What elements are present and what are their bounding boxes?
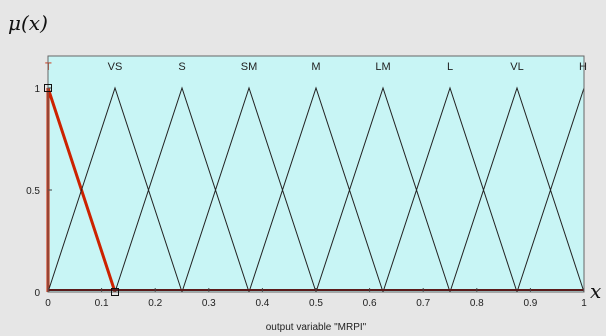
x-tick-label: 0.1 xyxy=(95,298,109,309)
x-tick-label: 0.2 xyxy=(148,298,162,309)
x-tick-label: 0.7 xyxy=(416,298,430,309)
mf-label-vl: VL xyxy=(510,61,523,73)
x-axis-ticks: 0 0.1 0.2 0.3 0.4 0.5 0.6 0.7 0.8 0.9 1 xyxy=(45,288,587,309)
y-tick-label: 0 xyxy=(34,288,40,299)
plot-frame xyxy=(47,55,585,293)
mf-label-m: M xyxy=(311,61,320,73)
selection-markers xyxy=(44,84,119,296)
mf-handle-marker[interactable] xyxy=(44,84,52,92)
mf-label-sm: SM xyxy=(241,61,258,73)
mf-label-h: H xyxy=(579,61,587,73)
x-tick-label: 1 xyxy=(581,298,587,309)
y-tick-label: 0.5 xyxy=(26,186,40,197)
x-tick-label: 0.8 xyxy=(470,298,484,309)
mf-label-lm: LM xyxy=(375,61,390,73)
plot-area xyxy=(48,56,584,292)
x-tick-label: 0.3 xyxy=(202,298,216,309)
mf-line-vs xyxy=(47,86,183,293)
x-tick-label: 0.9 xyxy=(523,298,537,309)
x-tick-label: 0.5 xyxy=(309,298,323,309)
mf-line-l xyxy=(382,86,518,293)
mf-line-lm xyxy=(315,86,451,293)
mf-line-m xyxy=(248,86,384,293)
x-axis-label: output variable "MRPI" xyxy=(266,322,367,333)
x-tick-label: 0.6 xyxy=(363,298,377,309)
mf-label-vs: VS xyxy=(108,61,123,73)
x-tick-label: 0.4 xyxy=(255,298,269,309)
x-tick-label: 0 xyxy=(45,298,51,309)
x-axis-symbol: x xyxy=(590,279,601,303)
mf-line-sm xyxy=(181,86,317,293)
y-axis-label: μ(x) xyxy=(8,11,48,35)
mf-line-s xyxy=(114,86,250,293)
mf-handle-marker[interactable] xyxy=(111,288,119,296)
mf-label-l: L xyxy=(447,61,453,73)
mf-label-s: S xyxy=(178,61,185,73)
mf-line-vl xyxy=(449,86,585,293)
y-tick-label: 1 xyxy=(34,84,40,95)
